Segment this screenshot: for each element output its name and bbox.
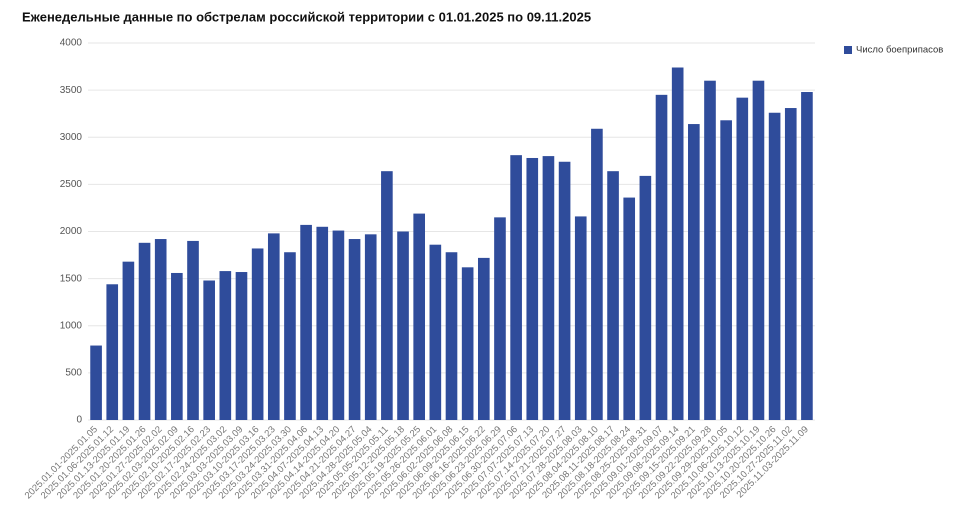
bar (445, 252, 458, 420)
bar (413, 213, 426, 420)
bar (591, 128, 603, 420)
bar (607, 171, 619, 420)
y-tick-label: 500 (65, 368, 82, 379)
bar (736, 97, 749, 420)
y-tick-label: 2500 (60, 179, 83, 190)
y-tick-label: 2000 (60, 226, 83, 237)
bar (267, 233, 280, 420)
bar (348, 239, 361, 420)
bar (542, 156, 555, 420)
bar (219, 271, 232, 420)
bar (316, 226, 329, 420)
bar (720, 120, 732, 420)
bar (284, 252, 296, 420)
bar (187, 240, 199, 420)
bar (138, 242, 151, 420)
bar (203, 280, 215, 420)
bar (235, 272, 248, 420)
bar (106, 284, 119, 420)
bar (171, 272, 183, 420)
bar (300, 224, 312, 420)
bar (397, 231, 409, 420)
y-tick-label: 4000 (60, 38, 83, 49)
bar (623, 197, 636, 420)
bar (251, 248, 264, 420)
bar (364, 234, 377, 420)
legend-swatch (844, 46, 852, 54)
y-tick-label: 3000 (60, 132, 83, 143)
bar (477, 257, 490, 420)
bar (494, 217, 506, 420)
bar (671, 67, 684, 420)
bar (639, 175, 652, 420)
bar (332, 230, 345, 420)
bar (655, 94, 668, 421)
y-tick-label: 1500 (60, 273, 83, 284)
bar (90, 345, 102, 420)
bar (688, 124, 700, 421)
bar (704, 80, 716, 420)
bar (122, 261, 135, 420)
bar (801, 92, 813, 420)
bar (526, 157, 539, 421)
bar (558, 161, 571, 420)
bar (461, 267, 474, 420)
bar (784, 108, 797, 420)
bar (154, 239, 167, 420)
bar (752, 80, 765, 420)
legend-label: Число боеприпасов (856, 45, 943, 56)
bar (510, 155, 522, 420)
bar (574, 216, 587, 420)
bar (429, 244, 442, 420)
chart-title: Еженедельные данные по обстрелам российс… (22, 9, 591, 24)
bar (381, 171, 393, 420)
bar (768, 112, 781, 421)
y-tick-label: 3500 (60, 85, 83, 96)
y-tick-label: 0 (76, 415, 82, 426)
y-tick-label: 1000 (60, 320, 83, 331)
